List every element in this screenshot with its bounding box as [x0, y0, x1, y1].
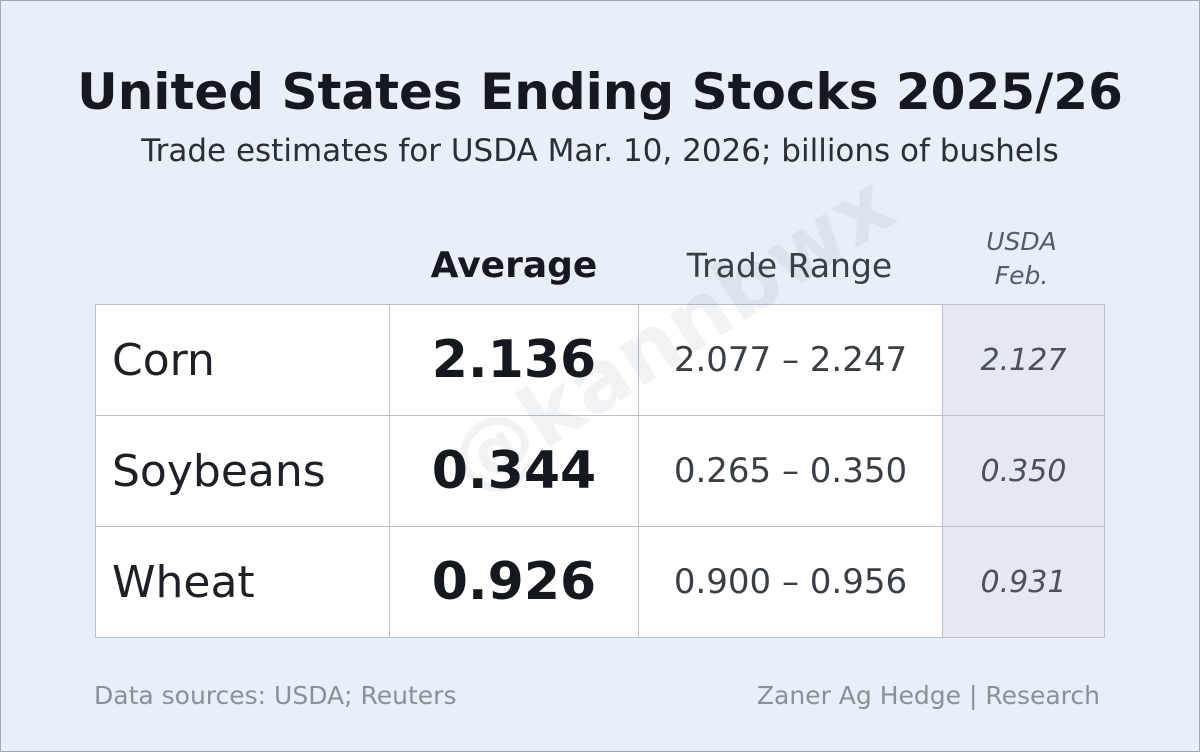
source-note: Data sources: USDA; Reuters [94, 681, 457, 710]
average-cell: 0.926 [389, 526, 639, 638]
row-label: Soybeans [95, 415, 390, 527]
usda-cell: 0.931 [942, 526, 1105, 638]
column-header: USDA Feb. [986, 227, 1057, 290]
usda-cell: 2.127 [942, 304, 1105, 416]
credit: Zaner Ag Hedge | Research [756, 681, 1100, 710]
table-row: Corn 2.136 2.077 – 2.247 2.127 [95, 304, 1105, 416]
average-cell: 0.344 [389, 415, 639, 527]
table-row: Wheat 0.926 0.900 – 0.956 0.931 [95, 526, 1105, 638]
range-cell: 0.900 – 0.956 [638, 526, 943, 638]
subtitle: Trade estimates for USDA Mar. 10, 2026; … [141, 133, 1059, 169]
column-header: Average [430, 244, 598, 286]
column-header: Trade Range [686, 245, 893, 285]
range-cell: 2.077 – 2.247 [638, 304, 943, 416]
table-row: Soybeans 0.344 0.265 – 0.350 0.350 [95, 415, 1105, 527]
range-cell: 0.265 – 0.350 [638, 415, 943, 527]
title: United States Ending Stocks 2025/26 [77, 63, 1123, 121]
average-cell: 2.136 [389, 304, 639, 416]
table: Corn 2.136 2.077 – 2.247 2.127 Soybeans 0.344… [95, 304, 1105, 638]
row-label: Corn [95, 304, 390, 416]
usda-cell: 0.350 [942, 415, 1105, 527]
row-label: Wheat [95, 526, 390, 638]
